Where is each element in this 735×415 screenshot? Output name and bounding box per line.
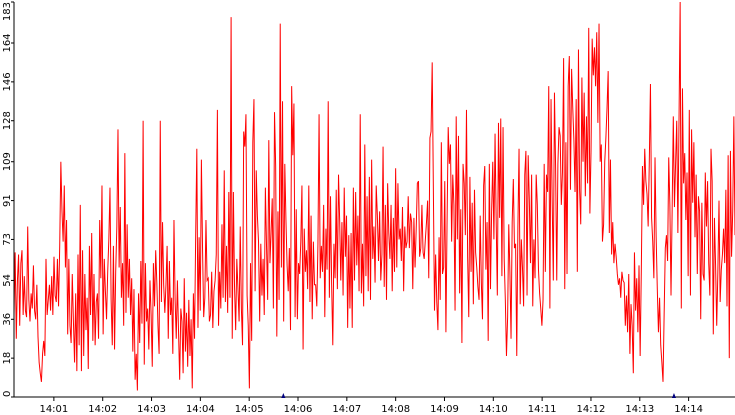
- y-tick-label: 73: [2, 233, 13, 246]
- time-markers: [281, 393, 676, 398]
- x-tick-label: 14:07: [332, 404, 361, 415]
- x-tick-label: 14:03: [137, 404, 166, 415]
- x-tick-label: 14:02: [88, 404, 117, 415]
- x-tick-label: 14:08: [381, 404, 410, 415]
- x-tick-label: 14:05: [235, 404, 264, 415]
- x-tick-label: 14:13: [625, 404, 654, 415]
- x-tick-label: 14:01: [39, 404, 68, 415]
- x-tick-label: 14:14: [674, 404, 703, 415]
- y-tick-label: 0: [2, 391, 13, 397]
- y-tick-label: 18: [2, 352, 13, 365]
- y-tick-label: 146: [2, 72, 13, 91]
- x-tick-label: 14:10: [479, 404, 508, 415]
- y-tick-label: 164: [2, 33, 13, 52]
- y-axis: 0 18 36 54 73 91 109 128 146 164 183: [2, 1, 15, 398]
- y-tick-label: 91: [2, 194, 13, 207]
- x-tick-label: 14:04: [186, 404, 215, 415]
- series-line: [13, 1, 735, 391]
- x-tick-label: 14:12: [577, 404, 606, 415]
- time-marker: [281, 393, 286, 398]
- y-tick-label: 109: [2, 152, 13, 171]
- y-tick-label: 54: [2, 274, 13, 287]
- x-tick-label: 14:09: [430, 404, 459, 415]
- y-tick-label: 36: [2, 313, 13, 326]
- plot-area: [13, 1, 735, 391]
- time-marker: [671, 393, 676, 398]
- x-axis: 14:01 14:02 14:03 14:04 14:05 14:06 14:07 14:08…: [14, 396, 735, 415]
- x-tick-label: 14:11: [528, 404, 557, 415]
- y-tick-label: 183: [2, 2, 13, 21]
- x-tick-label: 14:06: [284, 404, 313, 415]
- y-tick-label: 128: [2, 111, 13, 130]
